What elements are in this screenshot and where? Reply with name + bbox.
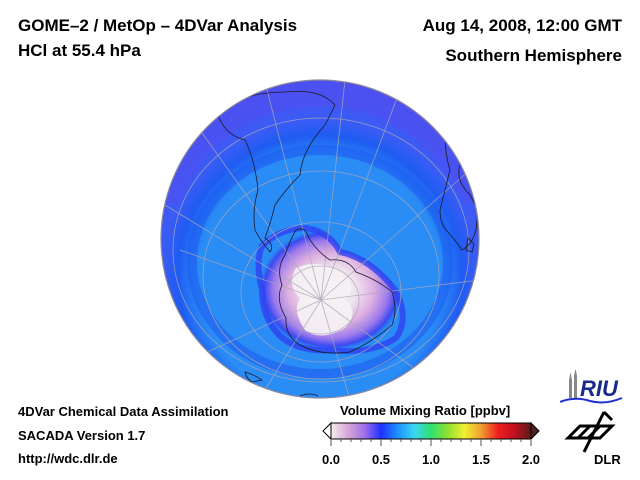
colorbar-max-arrow	[530, 421, 540, 441]
colorbar-min-arrow	[322, 421, 332, 441]
coast-south-america	[217, 90, 336, 253]
dlr-text: DLR	[594, 452, 621, 467]
footer-system-label: 4DVar Chemical Data Assimilation	[18, 404, 229, 419]
dlr-emblem-icon	[564, 410, 616, 453]
coast-new-zealand	[244, 371, 263, 383]
coast-australia-edge	[299, 393, 319, 397]
colorbar-title: Volume Mixing Ratio [ppbv]	[340, 403, 511, 418]
colorbar-tick-label: 0.5	[371, 452, 391, 467]
colorbar-tick-label: 0.0	[321, 452, 341, 467]
river-wave	[560, 397, 623, 404]
map-title: GOME–2 / MetOp – 4DVar Analysis	[18, 16, 298, 35]
mid-ring	[187, 145, 453, 379]
colorbar-gradient	[330, 422, 532, 440]
species-level-label: HCl at 55.4 hPa	[18, 41, 141, 60]
outer-band	[162, 80, 479, 205]
coast-antarctica	[278, 228, 396, 354]
coast-africa	[439, 118, 479, 251]
coast-madagascar	[465, 237, 475, 253]
riu-logo: RIU	[560, 370, 623, 404]
riu-text: RIU	[580, 376, 619, 401]
colorbar-tick-label: 2.0	[521, 452, 541, 467]
globe-outline	[160, 79, 480, 399]
dlr-logo: DLR	[564, 410, 621, 467]
hemisphere-label: Southern Hemisphere	[445, 46, 622, 65]
graticule	[164, 80, 479, 398]
coastlines	[217, 90, 479, 397]
cathedral-icon	[569, 370, 577, 398]
colorbar-tick-label: 1.5	[471, 452, 491, 467]
colorbar-tick-label: 1.0	[421, 452, 441, 467]
date-label: Aug 14, 2008, 12:00 GMT	[422, 16, 622, 35]
footer-version-label: SACADA Version 1.7	[18, 428, 146, 443]
footer-url-link[interactable]: http://wdc.dlr.de	[18, 451, 118, 466]
